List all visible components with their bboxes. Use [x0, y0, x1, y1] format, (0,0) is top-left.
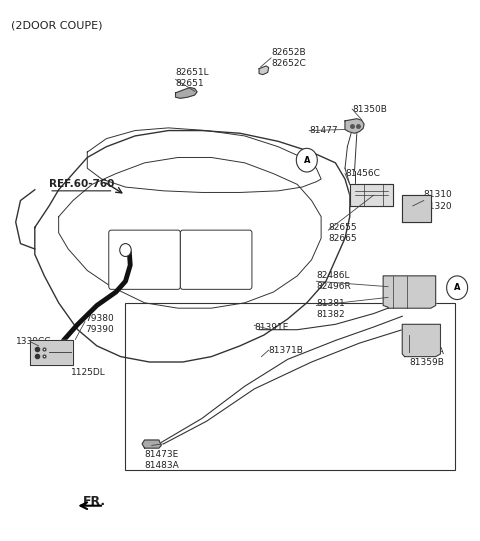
- Text: 1125DL: 1125DL: [71, 368, 105, 377]
- FancyBboxPatch shape: [109, 230, 180, 289]
- Text: 81391E: 81391E: [254, 322, 288, 332]
- Text: 81359A
81359B: 81359A 81359B: [409, 347, 444, 367]
- Polygon shape: [142, 440, 161, 448]
- Polygon shape: [350, 184, 393, 206]
- Circle shape: [446, 276, 468, 300]
- Bar: [125, 303, 455, 470]
- Text: 79380
79390: 79380 79390: [85, 314, 114, 334]
- Text: 81350B: 81350B: [352, 104, 387, 114]
- Polygon shape: [345, 118, 364, 133]
- FancyBboxPatch shape: [180, 230, 252, 289]
- Text: 82486L
82496R: 82486L 82496R: [316, 271, 351, 291]
- Text: A: A: [454, 283, 460, 292]
- Text: 82652B
82652C: 82652B 82652C: [271, 48, 306, 68]
- Text: FR.: FR.: [83, 496, 106, 509]
- Text: 81310
81320: 81310 81320: [424, 190, 453, 210]
- Polygon shape: [402, 324, 441, 357]
- Polygon shape: [259, 66, 269, 75]
- Circle shape: [296, 148, 317, 172]
- Text: 81477: 81477: [309, 126, 338, 135]
- Text: 81381
81382: 81381 81382: [316, 299, 345, 319]
- Text: (2DOOR COUPE): (2DOOR COUPE): [11, 20, 102, 30]
- Text: A: A: [303, 156, 310, 164]
- Text: 82651L
82651: 82651L 82651: [176, 68, 209, 88]
- Text: 81371B: 81371B: [269, 346, 303, 355]
- Text: 1339CC: 1339CC: [16, 337, 51, 346]
- Polygon shape: [402, 195, 431, 222]
- Polygon shape: [30, 340, 73, 365]
- Text: 82655
82665: 82655 82665: [328, 223, 357, 243]
- Polygon shape: [176, 88, 197, 98]
- Text: 81456C: 81456C: [345, 169, 380, 178]
- Text: 81473E
81483A: 81473E 81483A: [144, 450, 180, 470]
- Polygon shape: [383, 276, 436, 308]
- Circle shape: [120, 243, 131, 256]
- Text: REF.60-760: REF.60-760: [49, 180, 115, 189]
